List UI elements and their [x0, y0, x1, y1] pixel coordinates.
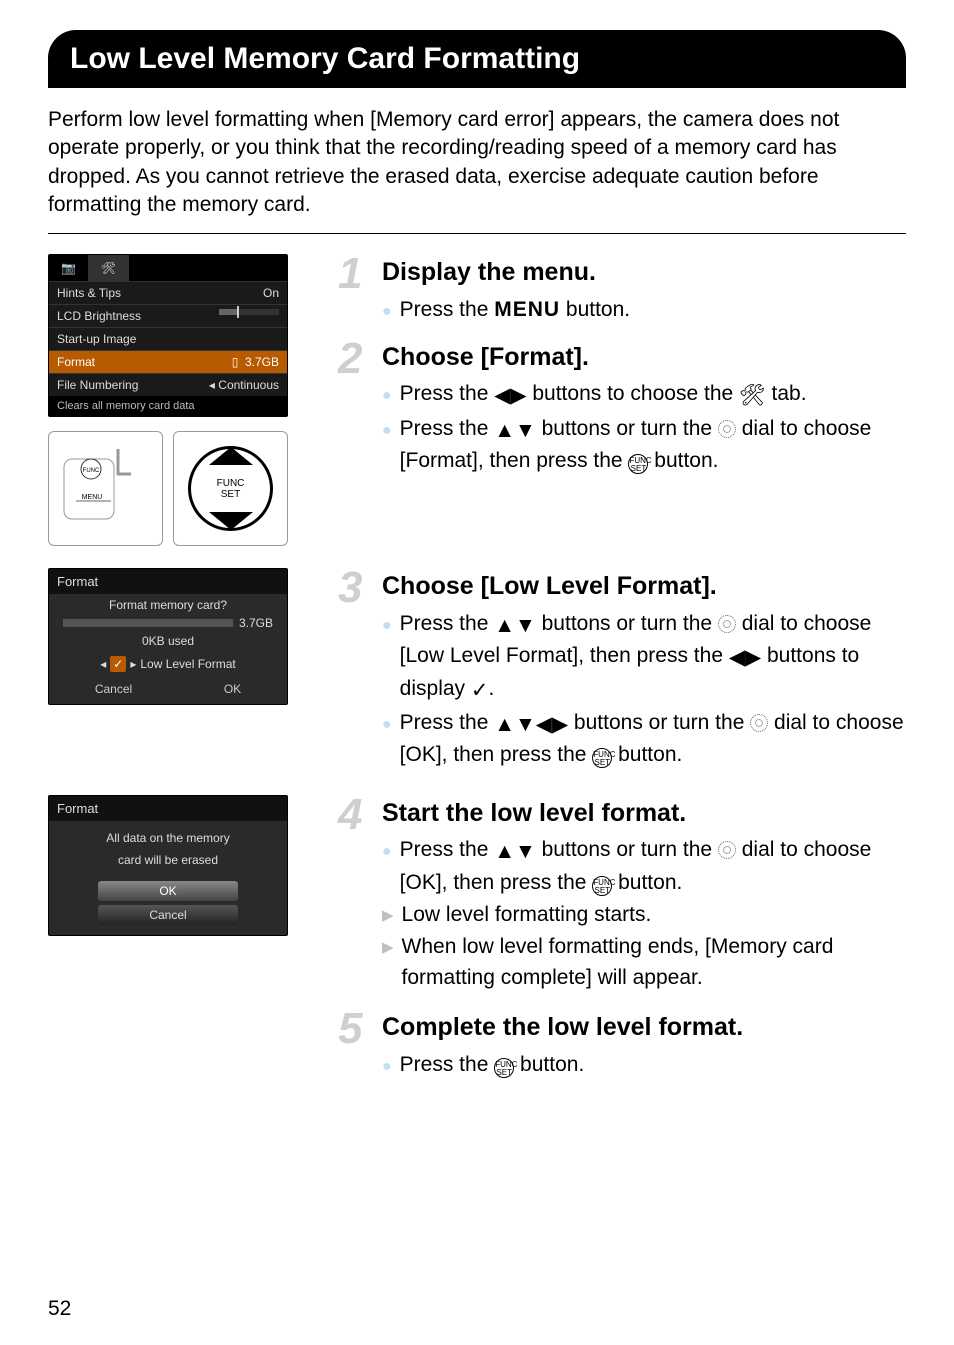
intro-text: Perform low level formatting when [Memor… [48, 106, 906, 219]
confirm-ok-button: OK [98, 881, 238, 901]
menu-format-value: 3.7GB [245, 355, 279, 369]
svg-text:FUNC: FUNC [82, 468, 99, 474]
check-icon: ✓ [471, 676, 489, 706]
step-5-title: Complete the low level format. [382, 1009, 906, 1045]
tools-icon: 🛠 [739, 381, 766, 411]
step-1-number: 1 [338, 252, 378, 296]
page-title: Low Level Memory Card Formatting [48, 30, 906, 88]
brightness-slider-icon [219, 309, 279, 315]
page-number: 52 [48, 1297, 71, 1321]
sd-card-icon: ▯ [232, 355, 239, 369]
step-2-number: 2 [338, 337, 378, 479]
menu-hints-label: Hints & Tips [57, 286, 121, 300]
confirm-line-2: card will be erased [49, 849, 287, 877]
left-right-icon: ◀▶ [729, 643, 761, 673]
step-2-bullet-2: Press the ▲▼ buttons or turn the dial to… [382, 414, 906, 477]
left-arrow-icon: ◂ [100, 657, 106, 671]
left-right-icon: ◀▶ [494, 381, 526, 411]
menu-hints-value: On [263, 286, 279, 300]
tab-tools-icon: 🛠 [89, 255, 129, 281]
step-3-number: 3 [338, 566, 378, 610]
step-3-row: Format Format memory card? 3.7GB 0KB use… [48, 568, 906, 772]
step-4-result-1: Low level formatting starts. [382, 900, 906, 930]
menu-button-label: MENU [494, 298, 560, 321]
dial-illustration [173, 431, 288, 546]
step-4-bullet-1: Press the ▲▼ buttons or turn the dial to… [382, 835, 906, 898]
func-set-icon: FUNCSET [628, 454, 648, 474]
divider [48, 233, 906, 234]
capacity-bar-icon [63, 619, 233, 627]
ok-button: OK [224, 682, 241, 696]
step-3-bullet-2: Press the ▲▼◀▶ buttons or turn the dial … [382, 708, 906, 771]
dial-icon [750, 714, 768, 732]
menu-lcd-label: LCD Brightness [57, 309, 141, 323]
camera-back-illustration: FUNC MENU [48, 431, 163, 546]
svg-text:MENU: MENU [81, 494, 102, 501]
all-directions-icon: ▲▼◀▶ [494, 710, 568, 740]
step-1-bullet-1: Press the MENU button. [382, 295, 906, 325]
format-dialog-screenshot: Format Format memory card? 3.7GB 0KB use… [48, 568, 288, 705]
up-down-icon: ▲▼ [494, 837, 536, 867]
confirm-line-1: All data on the memory [49, 821, 287, 849]
step-2-bullet-1: Press the ◀▶ buttons to choose the 🛠 tab… [382, 379, 906, 411]
dial-icon [718, 615, 736, 633]
tab-camera-icon: 📷 [49, 255, 89, 281]
menu-footer: Clears all memory card data [49, 396, 287, 416]
up-down-icon: ▲▼ [494, 611, 536, 641]
step-4-number: 4 [338, 793, 378, 837]
step-5-number: 5 [338, 1007, 378, 1082]
confirm-dialog-screenshot: Format All data on the memory card will … [48, 795, 288, 936]
step-1-row: 📷 🛠 Hints & Tips On LCD Brightness Start-… [48, 254, 906, 546]
low-level-format-label: Low Level Format [140, 657, 235, 671]
checkmark-icon: ✓ [110, 656, 126, 672]
right-arrow-icon: ▸ [130, 657, 136, 671]
menu-startup-label: Start-up Image [57, 332, 136, 346]
dial-icon [718, 841, 736, 859]
camera-menu-screenshot: 📷 🛠 Hints & Tips On LCD Brightness Start-… [48, 254, 288, 417]
step-4-result-2: When low level formatting ends, [Memory … [382, 932, 906, 993]
format-used: 0KB used [49, 630, 287, 652]
step-3-title: Choose [Low Level Format]. [382, 568, 906, 604]
step-5-bullet-1: Press the FUNCSET button. [382, 1050, 906, 1080]
format-capacity: 3.7GB [239, 616, 273, 630]
nav-illustration: FUNC MENU [48, 431, 308, 546]
func-set-icon: FUNCSET [592, 748, 612, 768]
menu-filenum-label: File Numbering [57, 378, 138, 392]
step-4-title: Start the low level format. [382, 795, 906, 831]
func-set-icon: FUNCSET [592, 876, 612, 896]
format-question: Format memory card? [49, 594, 287, 616]
step-2-title: Choose [Format]. [382, 339, 906, 375]
step-1-title: Display the menu. [382, 254, 906, 290]
dial-icon [718, 420, 736, 438]
menu-format-label: Format [57, 355, 95, 369]
cancel-button: Cancel [95, 682, 132, 696]
confirm-cancel-button: Cancel [98, 905, 238, 925]
func-set-icon: FUNCSET [494, 1058, 514, 1078]
confirm-dialog-title: Format [49, 796, 287, 821]
menu-filenum-value: ◂ Continuous [209, 378, 279, 392]
step-4-row: Format All data on the memory card will … [48, 795, 906, 1082]
up-down-icon: ▲▼ [494, 416, 536, 446]
format-dialog-title: Format [49, 569, 287, 594]
step-3-bullet-1: Press the ▲▼ buttons or turn the dial to… [382, 609, 906, 706]
